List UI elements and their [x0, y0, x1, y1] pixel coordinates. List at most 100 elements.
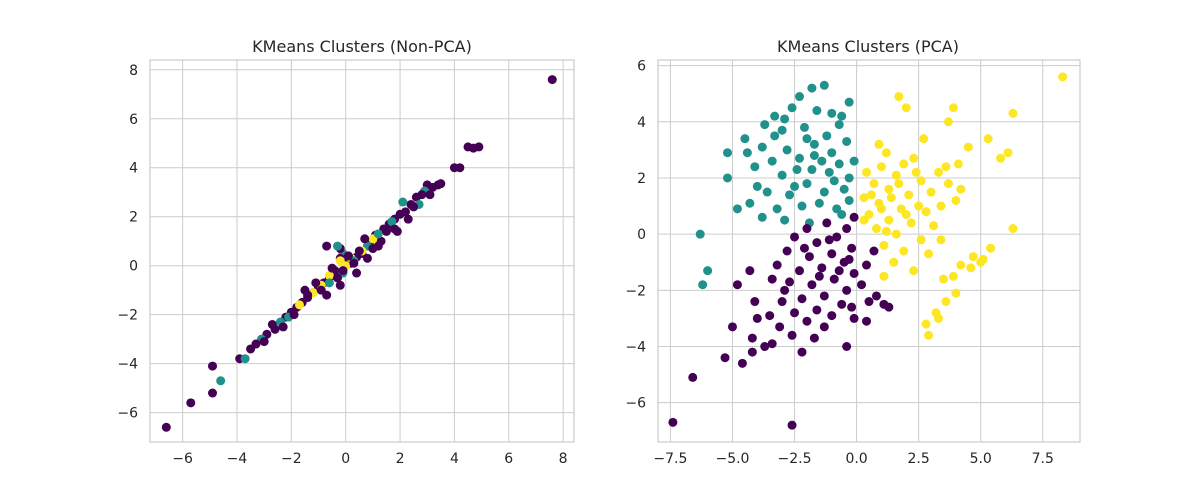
data-point-cluster-2 [951, 195, 961, 205]
data-point-cluster-1 [797, 201, 807, 211]
data-point-cluster-1 [814, 198, 824, 208]
data-point-cluster-2 [934, 313, 944, 323]
data-point-cluster-1 [817, 156, 827, 166]
data-point-cluster-2 [901, 103, 911, 113]
data-point-cluster-0 [463, 142, 473, 152]
data-point-cluster-0 [824, 235, 834, 245]
data-point-cluster-1 [829, 176, 839, 186]
data-point-cluster-0 [720, 353, 730, 363]
data-point-cluster-0 [354, 246, 364, 256]
data-point-cluster-1 [770, 131, 780, 141]
data-point-cluster-1 [794, 153, 804, 163]
data-point-cluster-1 [792, 165, 802, 175]
data-point-cluster-0 [688, 372, 698, 382]
axes-frame-pca [657, 59, 1081, 443]
data-point-cluster-0 [449, 163, 459, 173]
data-point-cluster-0 [395, 209, 405, 219]
data-point-cluster-1 [790, 181, 800, 191]
data-point-cluster-2 [889, 257, 899, 267]
data-point-cluster-0 [814, 271, 824, 281]
data-point-cluster-2 [934, 167, 944, 177]
data-point-cluster-2 [956, 260, 966, 270]
data-point-cluster-2 [874, 139, 884, 149]
data-point-cluster-1 [782, 145, 792, 155]
data-point-cluster-2 [894, 179, 904, 189]
data-point-cluster-2 [866, 190, 876, 200]
data-point-cluster-0 [822, 218, 832, 228]
data-point-cluster-2 [916, 235, 926, 245]
data-point-cluster-2 [891, 170, 901, 180]
data-point-cluster-1 [757, 142, 767, 152]
data-point-cluster-2 [983, 134, 993, 144]
data-point-cluster-2 [869, 179, 879, 189]
data-point-cluster-2 [941, 162, 951, 172]
data-point-cluster-2 [911, 167, 921, 177]
x-tick-label-non-pca: −2 [281, 451, 302, 467]
data-point-cluster-1 [777, 125, 787, 135]
data-point-cluster-2 [943, 179, 953, 189]
data-point-cluster-2 [996, 153, 1006, 163]
data-point-cluster-1 [837, 209, 847, 219]
data-point-cluster-2 [943, 117, 953, 127]
data-point-cluster-1 [819, 80, 829, 90]
data-point-cluster-2 [963, 142, 973, 152]
data-point-cluster-1 [802, 179, 812, 189]
data-point-cluster-2 [876, 204, 886, 214]
data-point-cluster-2 [294, 300, 304, 310]
data-point-cluster-0 [864, 297, 874, 307]
data-point-cluster-2 [876, 162, 886, 172]
data-point-cluster-0 [785, 277, 795, 287]
data-point-cluster-2 [976, 257, 986, 267]
x-tick-label-non-pca: 0 [341, 451, 350, 467]
x-ticks-pca: −7.5 −5.0 −2.5 0.0 2.5 5.0 7.5 [653, 451, 1053, 467]
data-point-cluster-2 [909, 266, 919, 276]
y-ticks-pca: −6 −4 −2 0 2 4 6 [625, 59, 646, 412]
data-point-cluster-0 [842, 342, 852, 351]
data-point-cluster-2 [1008, 108, 1018, 118]
data-point-cluster-2 [324, 270, 334, 280]
x-tick-label-non-pca: 8 [559, 451, 568, 467]
data-point-cluster-0 [417, 190, 427, 200]
x-tick-label-pca: 0.0 [845, 451, 867, 467]
data-point-cluster-0 [338, 266, 348, 276]
data-point-cluster-0 [300, 285, 310, 295]
y-tick-label-non-pca: −2 [117, 308, 138, 324]
data-point-cluster-0 [433, 180, 443, 190]
data-point-cluster-0 [322, 290, 332, 300]
data-point-cluster-0 [790, 232, 800, 242]
data-point-cluster-0 [732, 280, 742, 290]
data-point-cluster-0 [381, 226, 391, 236]
data-point-cluster-2 [914, 201, 924, 211]
data-point-cluster-2 [916, 176, 926, 186]
data-point-cluster-0 [547, 75, 557, 85]
data-point-cluster-0 [847, 243, 857, 253]
points-non-pca [161, 75, 557, 432]
data-point-cluster-2 [884, 184, 894, 194]
data-point-cluster-0 [745, 266, 755, 276]
data-point-cluster-1 [732, 204, 742, 214]
data-point-cluster-0 [790, 308, 800, 318]
data-point-cluster-1 [842, 136, 852, 146]
data-point-cluster-1 [698, 280, 708, 290]
data-point-cluster-0 [311, 278, 321, 288]
y-tick-label-pca: −4 [625, 340, 646, 356]
data-point-cluster-0 [780, 285, 790, 295]
data-point-cluster-2 [941, 297, 951, 307]
x-tick-label-non-pca: 6 [504, 451, 513, 467]
data-point-cluster-0 [799, 243, 809, 253]
data-point-cluster-0 [747, 333, 757, 343]
y-tick-label-non-pca: −4 [117, 357, 138, 373]
data-point-cluster-0 [862, 316, 872, 326]
x-ticks-non-pca: −6 −4 −2 0 2 4 6 8 [172, 451, 567, 467]
data-point-cluster-1 [762, 187, 772, 197]
data-point-cluster-1 [324, 278, 334, 288]
data-point-cluster-1 [799, 122, 809, 132]
data-point-cluster-1 [703, 266, 713, 276]
data-point-cluster-2 [901, 209, 911, 219]
data-point-cluster-0 [267, 319, 277, 329]
data-point-cluster-0 [760, 342, 770, 351]
data-point-cluster-1 [809, 151, 819, 160]
data-point-cluster-2 [909, 153, 919, 163]
data-point-cluster-0 [767, 274, 777, 284]
